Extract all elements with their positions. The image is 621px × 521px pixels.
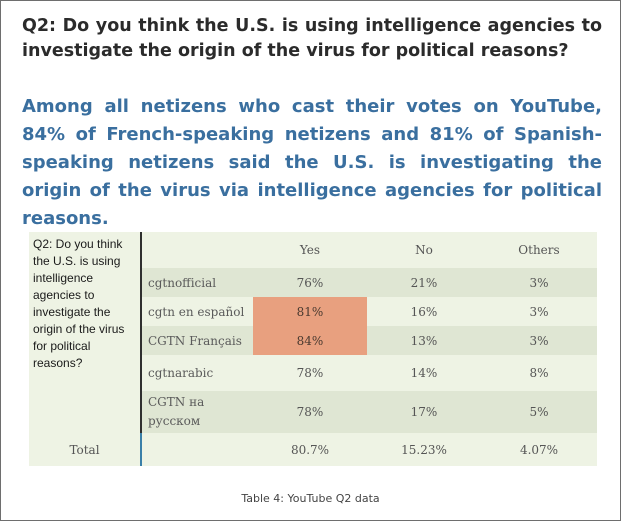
total-others: 4.07% [519,442,559,457]
table-header-row: Q2: Do you think the U.S. is using intel… [29,232,597,433]
table-caption: Table 4: YouTube Q2 data [241,492,380,505]
row-channel: cgtnofficial [140,268,253,297]
row-channel: cgtnarabic [140,355,253,391]
row-yes: 78% [296,405,324,419]
row-channel: CGTN на русском [140,391,253,433]
row-no: 14% [410,366,438,380]
row-no: 13% [410,333,438,348]
header-no: No [415,243,433,257]
total-no: 15.23% [401,442,447,457]
row-others: 8% [529,366,549,380]
row-no: 16% [410,304,438,319]
row-others: 3% [529,275,549,290]
row-channel: CGTN Français [140,326,253,355]
row-channel: cgtn en español [140,297,253,326]
row-yes-highlighted: 81% [253,297,367,326]
header-channel-cell [140,232,253,268]
row-no: 17% [410,405,438,419]
header-yes: Yes [299,243,321,257]
row-yes-highlighted: 84% [253,326,367,355]
row-others: 5% [529,405,549,419]
total-channel-cell [140,433,253,466]
row-yes: 78% [296,366,324,380]
results-table-container: Q2: Do you think the U.S. is using intel… [29,232,597,466]
total-yes: 80.7% [290,442,330,457]
table-total-row: Total 80.7% 15.23% 4.07% [29,433,597,466]
row-others: 3% [529,304,549,319]
header-others: Others [518,243,560,257]
results-table: Q2: Do you think the U.S. is using intel… [29,232,597,466]
summary-text: Among all netizens who cast their votes … [22,96,602,229]
row-yes: 76% [296,275,324,290]
question-title: Q2: Do you think the U.S. is using intel… [22,16,602,61]
row-others: 3% [529,333,549,348]
question-cell: Q2: Do you think the U.S. is using intel… [29,232,142,433]
row-no: 21% [410,275,438,290]
total-label: Total [69,442,100,457]
